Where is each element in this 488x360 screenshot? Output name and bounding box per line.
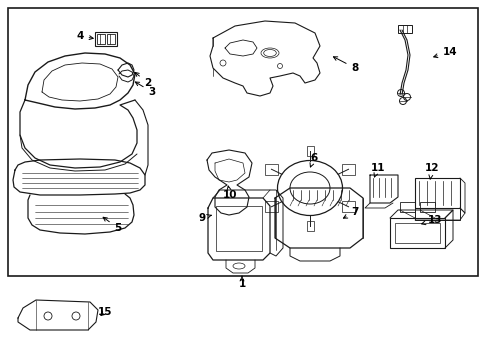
Bar	[342, 201, 354, 212]
Text: 12: 12	[424, 163, 438, 179]
Bar	[419, 202, 434, 212]
Bar	[107, 34, 115, 44]
Bar	[265, 201, 277, 212]
Bar	[97, 34, 105, 44]
Text: 4: 4	[76, 31, 93, 41]
Text: 6: 6	[309, 153, 317, 167]
Bar	[414, 208, 459, 220]
Text: 14: 14	[433, 47, 456, 58]
Bar	[399, 202, 414, 212]
Bar	[389, 218, 444, 248]
Text: 3: 3	[135, 82, 155, 97]
Bar	[306, 220, 313, 230]
Bar	[216, 206, 262, 251]
Text: 15: 15	[98, 307, 112, 317]
Text: 2: 2	[135, 72, 151, 88]
Text: 5: 5	[103, 217, 122, 233]
Text: 11: 11	[370, 163, 385, 177]
Bar	[397, 25, 411, 33]
Bar	[8, 8, 477, 276]
Bar	[265, 164, 277, 175]
Bar	[95, 32, 117, 46]
Bar	[394, 223, 439, 243]
Text: 10: 10	[223, 186, 237, 200]
Bar	[306, 145, 313, 156]
Bar	[414, 178, 459, 208]
Text: 8: 8	[333, 57, 358, 73]
Text: 7: 7	[343, 207, 358, 218]
Bar	[342, 164, 354, 175]
Text: 13: 13	[421, 215, 441, 225]
Text: 1: 1	[238, 276, 245, 289]
Text: 9: 9	[198, 213, 211, 223]
